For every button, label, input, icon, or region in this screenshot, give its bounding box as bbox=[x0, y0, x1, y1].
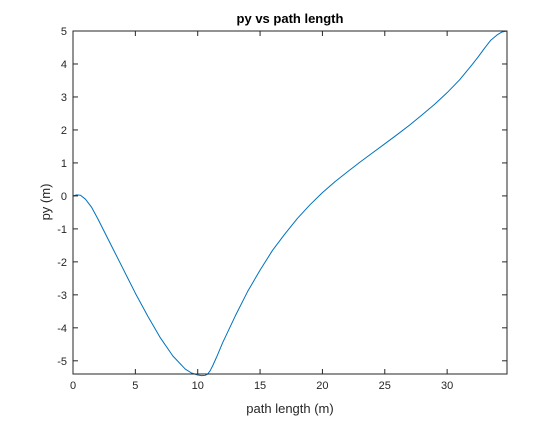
y-tick-label: -2 bbox=[57, 257, 67, 269]
x-tick-label: 5 bbox=[132, 380, 138, 392]
x-axis-label: path length (m) bbox=[246, 401, 333, 416]
y-tick-label: -1 bbox=[57, 224, 67, 236]
x-tick-label: 15 bbox=[254, 380, 266, 392]
y-tick-label: 0 bbox=[61, 191, 67, 203]
axes-box bbox=[72, 30, 508, 375]
y-tick-label: -4 bbox=[57, 323, 67, 335]
x-tick-label: 25 bbox=[379, 380, 391, 392]
plot-area bbox=[73, 31, 507, 374]
y-tick-label: -5 bbox=[57, 356, 67, 368]
chart-title: py vs path length bbox=[237, 11, 344, 26]
x-tick-label: 0 bbox=[70, 380, 76, 392]
x-tick-label: 20 bbox=[316, 380, 328, 392]
y-axis-label: py (m) bbox=[38, 184, 53, 221]
y-tick-label: 2 bbox=[61, 125, 67, 137]
y-tick-label: 4 bbox=[61, 59, 67, 71]
series-line bbox=[72, 30, 508, 377]
x-tick-label: 10 bbox=[192, 380, 204, 392]
y-tick-label: -3 bbox=[57, 290, 67, 302]
x-tick-label: 30 bbox=[441, 380, 453, 392]
data-layer bbox=[72, 30, 508, 377]
tick-layer: 0 5 10 15 20 25 30 -5 -4 -3 -2 -1 0 1 2 3 4 5 bbox=[57, 26, 507, 392]
y-tick-label: 1 bbox=[61, 158, 67, 170]
y-tick-label: 3 bbox=[61, 92, 67, 104]
y-tick-label: 5 bbox=[61, 26, 67, 38]
